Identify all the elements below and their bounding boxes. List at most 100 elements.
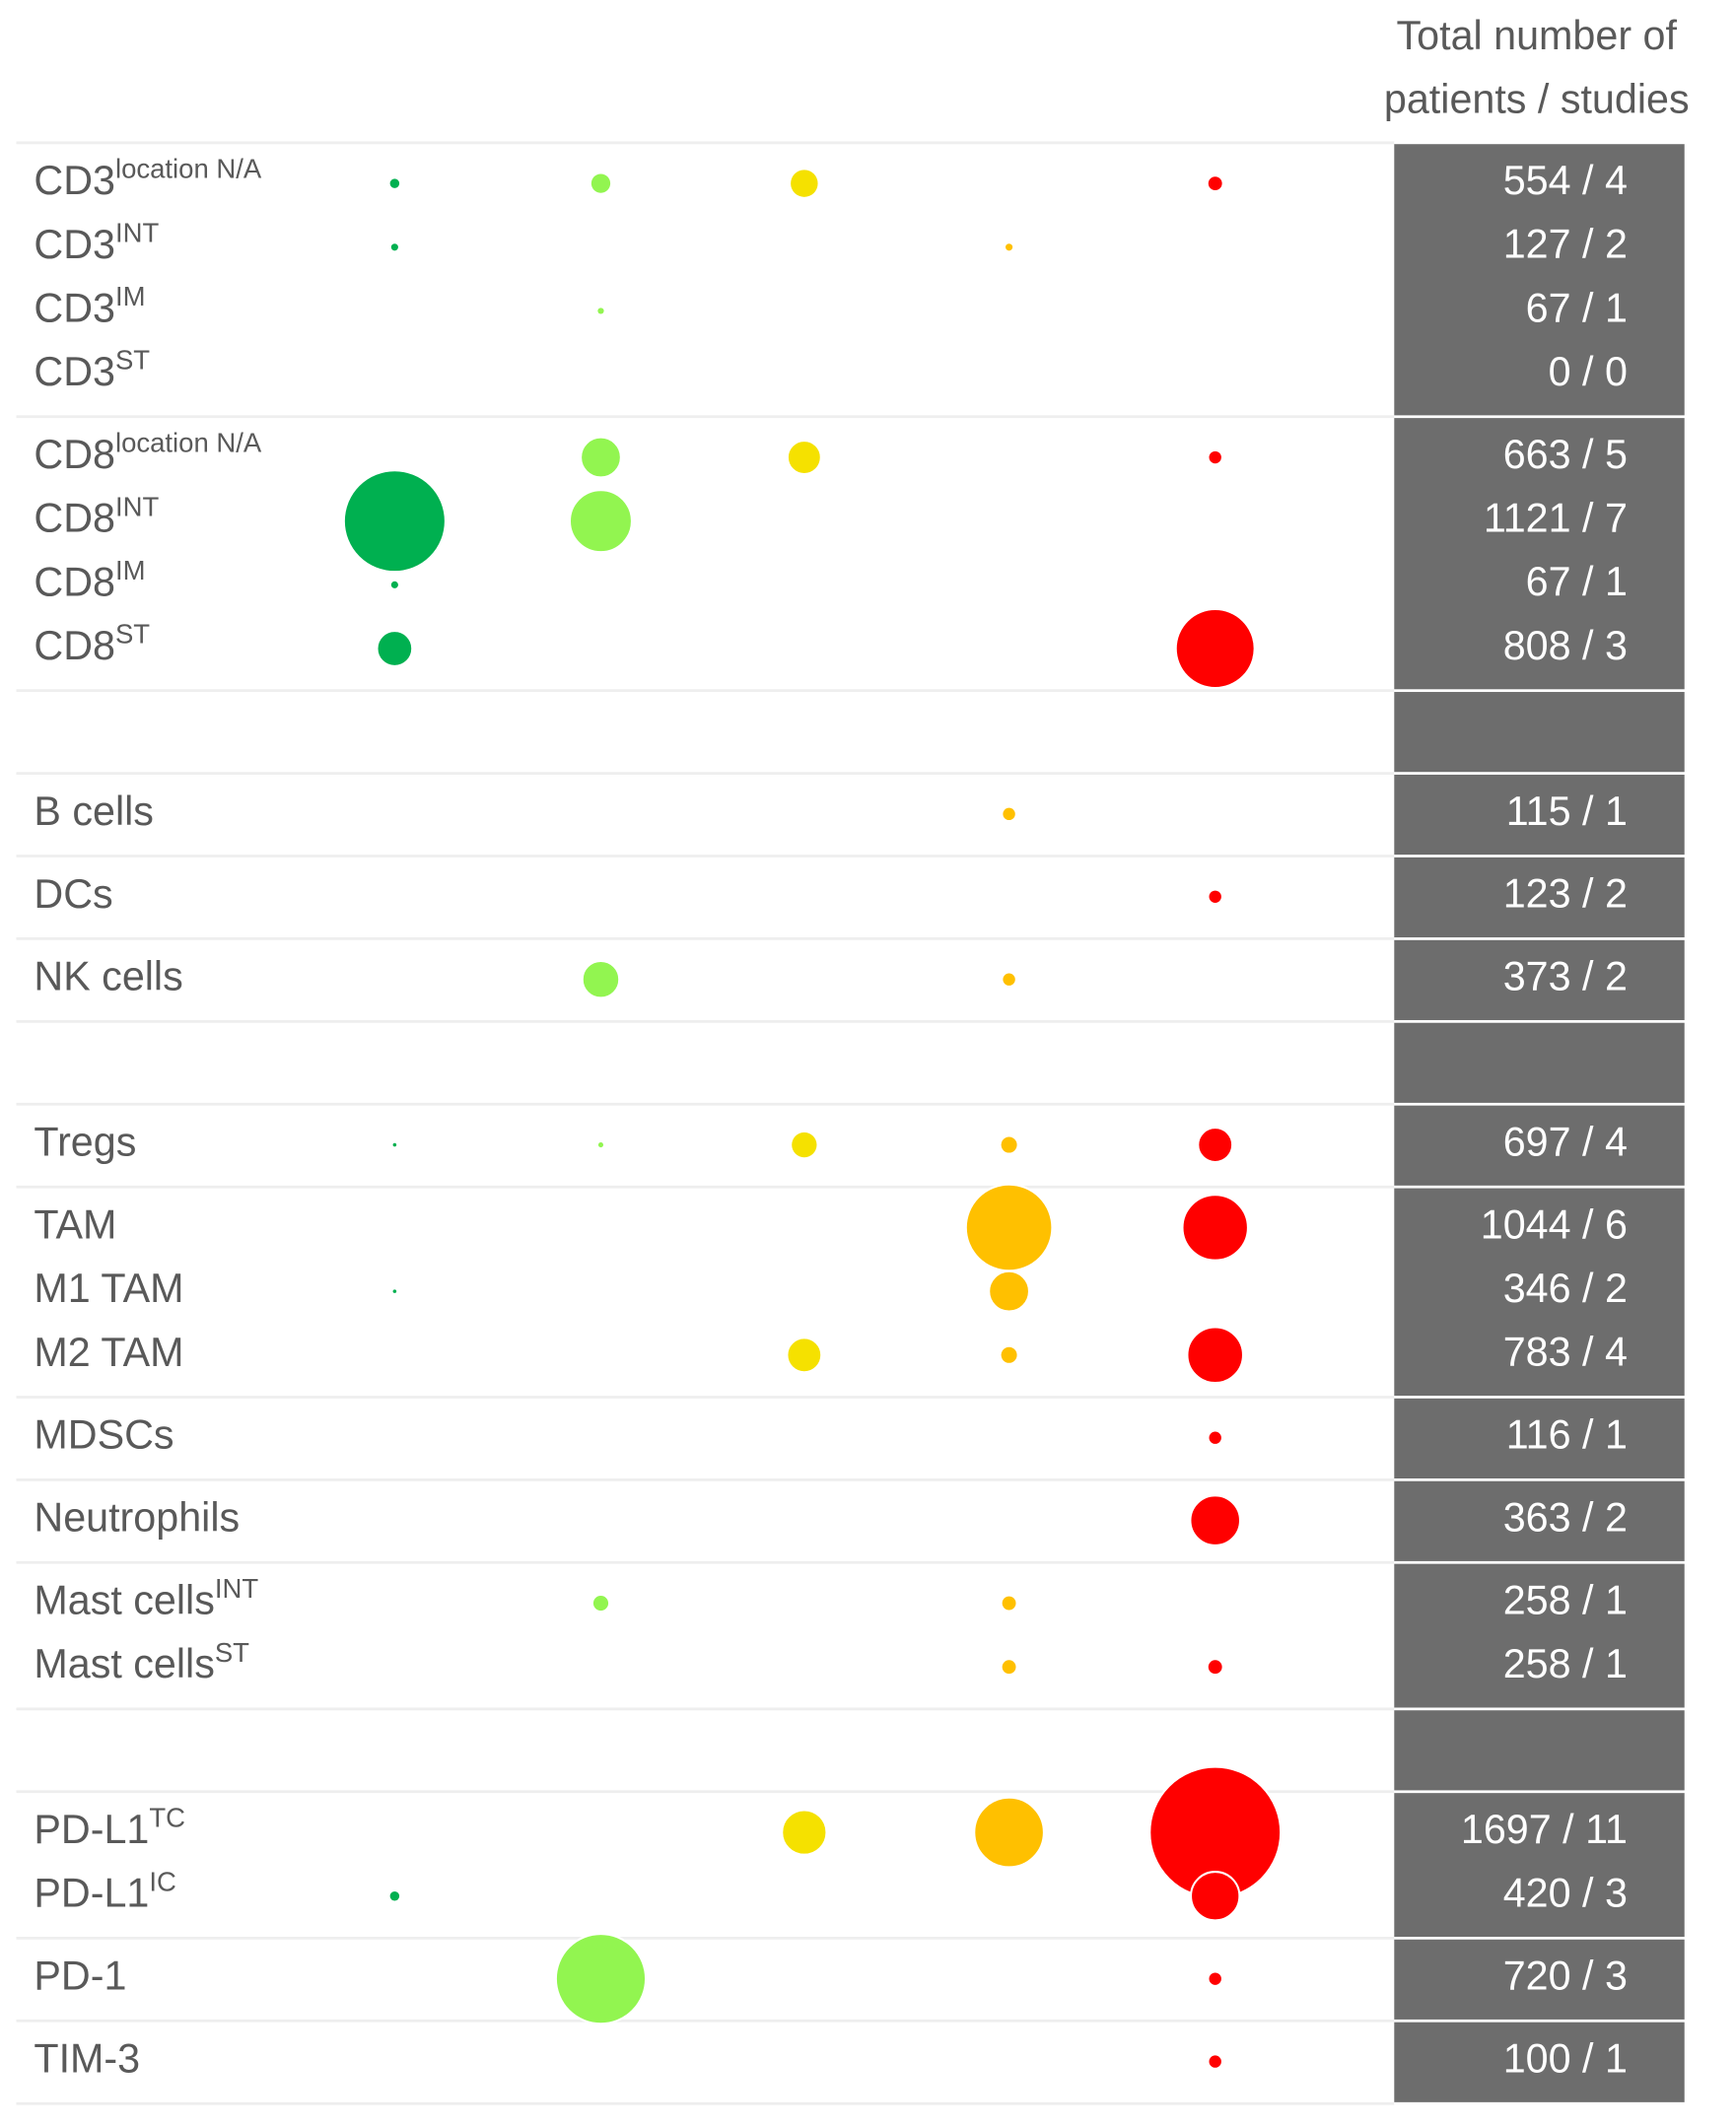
label-text: CD8 — [34, 496, 115, 541]
total-box — [1394, 774, 1685, 856]
row-label: CD3INT — [34, 218, 159, 267]
total-text: 1044 / 6 — [1481, 1201, 1628, 1247]
bubble — [1209, 890, 1221, 903]
bubble — [1002, 1660, 1016, 1675]
bubble — [592, 1595, 609, 1612]
total-text: 127 / 2 — [1503, 222, 1628, 267]
label-superscript: location N/A — [115, 428, 262, 458]
bubble — [597, 308, 604, 314]
label-superscript: ST — [115, 619, 150, 650]
bubble — [590, 173, 611, 193]
total-text: 1121 / 7 — [1484, 496, 1628, 541]
bubble — [342, 469, 447, 574]
total-text: 67 / 1 — [1526, 559, 1628, 604]
total-text: 1697 / 11 — [1461, 1807, 1628, 1852]
row-label: M2 TAM — [34, 1330, 183, 1375]
total-text: 363 / 2 — [1503, 1495, 1628, 1541]
bubble — [568, 489, 633, 554]
total-text: 116 / 1 — [1506, 1412, 1628, 1458]
total-text: 663 / 5 — [1503, 432, 1628, 477]
label-superscript: location N/A — [115, 154, 262, 184]
label-text: CD3 — [34, 158, 115, 203]
bubble — [554, 1933, 648, 2025]
bubble — [1003, 807, 1015, 821]
row-label: PD-L1IC — [34, 1867, 175, 1916]
bubble — [964, 1183, 1054, 1272]
total-text: 115 / 1 — [1506, 789, 1628, 834]
label-text: B cells — [34, 789, 154, 834]
total-box — [1394, 939, 1685, 1020]
label-text: MDSCs — [34, 1412, 174, 1458]
bubble — [1197, 1127, 1234, 1164]
label-superscript: INT — [115, 492, 160, 522]
total-text: 346 / 2 — [1503, 1266, 1628, 1311]
label-text: CD8 — [34, 559, 115, 604]
total-box — [1394, 1105, 1685, 1186]
bubble — [580, 436, 622, 479]
row-label: CD8INT — [34, 492, 159, 541]
bubble — [1209, 450, 1221, 464]
label-text: CD8 — [34, 623, 115, 668]
label-superscript: INT — [215, 1573, 259, 1604]
label-text: PD-L1 — [34, 1807, 149, 1852]
bubble — [786, 440, 822, 476]
label-text: CD3 — [34, 222, 115, 267]
bubble — [1003, 973, 1015, 986]
bubble — [1002, 1596, 1016, 1611]
label-text: TAM — [34, 1201, 116, 1247]
bubble — [1001, 1136, 1017, 1153]
label-text: DCs — [34, 871, 112, 917]
total-box — [1394, 857, 1685, 938]
total-text: 554 / 4 — [1503, 158, 1628, 203]
bubble — [973, 1796, 1045, 1869]
bubble — [1181, 1194, 1249, 1262]
bubble — [1189, 1494, 1242, 1546]
bubble — [392, 1289, 397, 1293]
total-box — [1394, 1563, 1685, 1708]
total-text: 67 / 1 — [1526, 285, 1628, 330]
bubble — [390, 243, 398, 251]
bubble — [988, 1269, 1031, 1313]
total-text: 720 / 3 — [1503, 1954, 1628, 1999]
row-label: CD8location N/A — [34, 428, 261, 477]
label-text: Tregs — [34, 1119, 136, 1164]
row-label: CD3IM — [34, 281, 145, 330]
total-text: 420 / 3 — [1503, 1871, 1628, 1916]
total-box — [1394, 1188, 1685, 1397]
bubble — [1208, 176, 1222, 191]
bubble — [1209, 1972, 1221, 1985]
label-text: CD8 — [34, 432, 115, 477]
bubble — [1208, 1660, 1222, 1675]
row-label: CD3location N/A — [34, 154, 261, 203]
label-text: PD-1 — [34, 1954, 126, 1999]
row-label: TAM — [34, 1201, 116, 1247]
label-superscript: ST — [115, 345, 150, 376]
total-box — [1394, 1480, 1685, 1561]
total-box — [1394, 1939, 1685, 2020]
bubble — [792, 1132, 817, 1158]
total-box — [1394, 2022, 1685, 2102]
total-text: 123 / 2 — [1503, 871, 1628, 917]
label-superscript: IC — [149, 1867, 176, 1897]
bubble — [1186, 1326, 1245, 1385]
label-text: M2 TAM — [34, 1330, 183, 1375]
bubble — [392, 1142, 397, 1147]
bubble — [781, 1809, 828, 1856]
total-box — [1394, 418, 1685, 690]
row-label: Tregs — [34, 1119, 136, 1164]
label-text: M1 TAM — [34, 1266, 183, 1311]
bubble — [1209, 2055, 1221, 2068]
bubble — [390, 581, 398, 588]
label-text: CD3 — [34, 349, 115, 394]
label-text: CD3 — [34, 285, 115, 330]
row-label: PD-1 — [34, 1954, 126, 1999]
row-label: CD8ST — [34, 619, 150, 668]
header-line: patients / studies — [1384, 76, 1690, 121]
total-text: 0 / 0 — [1549, 349, 1628, 394]
total-box — [1394, 1710, 1685, 1791]
label-text: Neutrophils — [34, 1495, 240, 1541]
total-text: 258 / 1 — [1503, 1577, 1628, 1622]
row-label: NK cells — [34, 954, 182, 999]
